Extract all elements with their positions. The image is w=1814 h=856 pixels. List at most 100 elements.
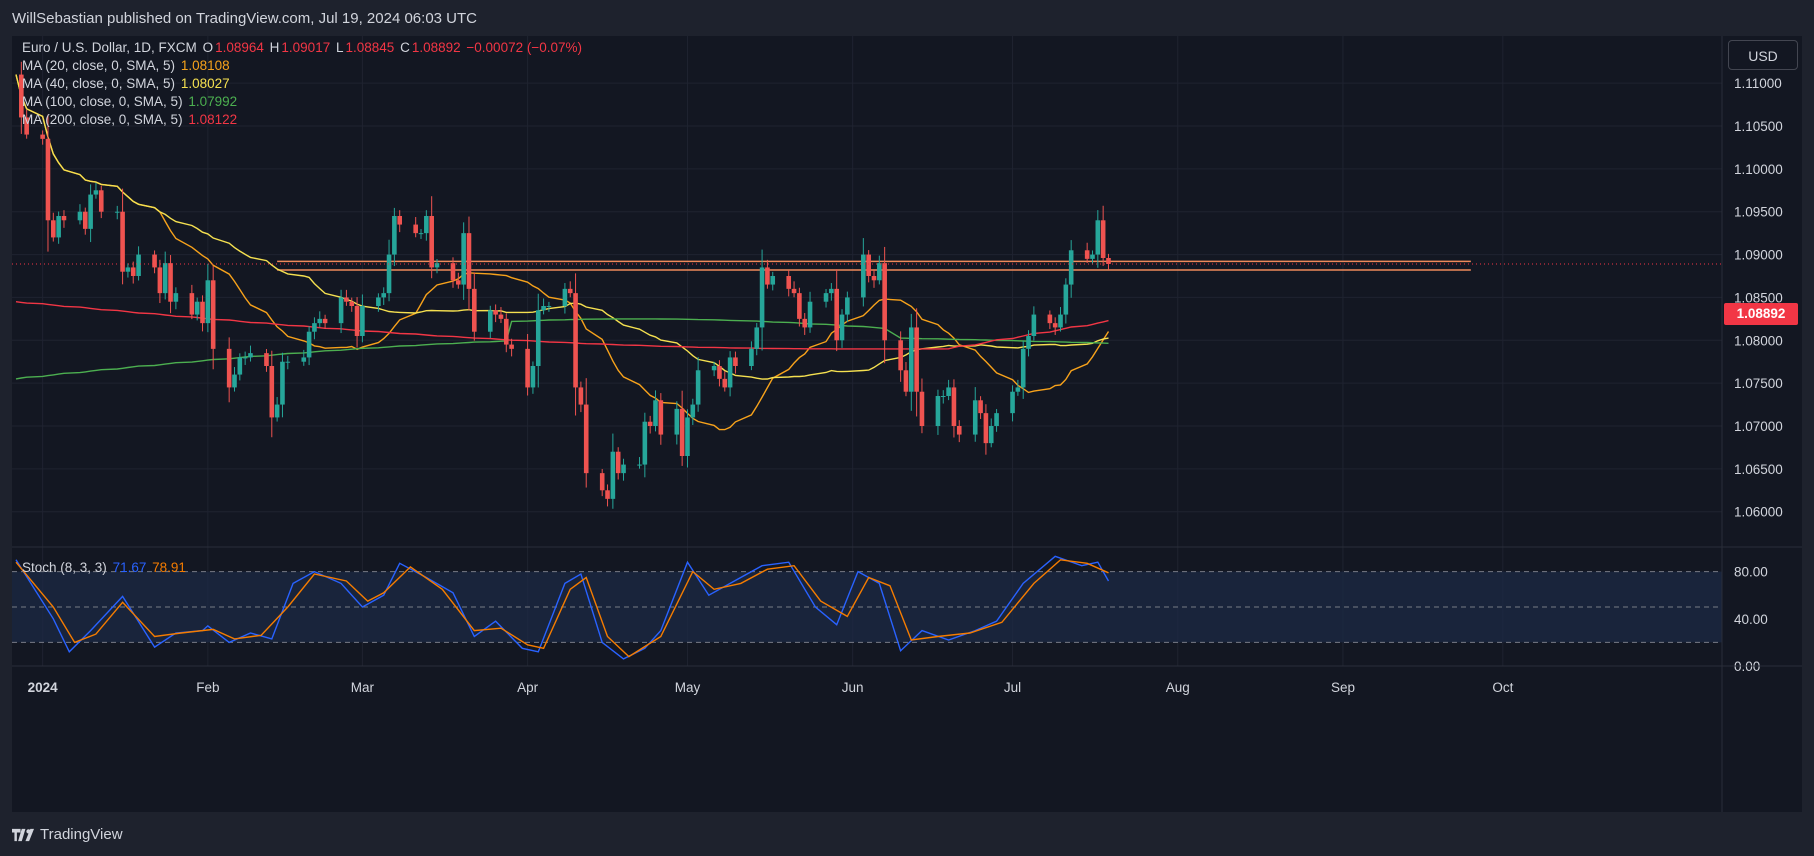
candle-2024-07-17 — [1095, 210, 1101, 268]
candle-body — [754, 327, 760, 349]
candle-2024-04-29 — [674, 401, 680, 445]
candle-body — [1058, 314, 1063, 328]
time-tick-label-1: Feb — [196, 680, 219, 695]
tradingview-brand[interactable]: TradingView — [12, 826, 123, 843]
price-tick-label-9: 1.06500 — [1734, 462, 1783, 477]
candle-body — [829, 288, 834, 294]
candle-body — [269, 366, 275, 418]
candle-2024-05-30 — [839, 309, 845, 348]
candle-2024-01-18 — [130, 261, 136, 284]
chart-frame[interactable]: 1.11000 1.10500 1.10000 1.09500 1.09000 1.085… — [12, 36, 1802, 812]
candle-body — [647, 421, 653, 426]
ma200-legend[interactable]: MA (200, close, 0, SMA, 5) 1.08122 — [22, 112, 239, 127]
candle-2024-02-19 — [301, 349, 307, 366]
tradingview-logo-icon — [12, 828, 34, 841]
candle-2024-04-26 — [658, 393, 664, 445]
candle-body — [24, 117, 29, 135]
candle-2024-03-25 — [487, 305, 493, 339]
candle-body — [226, 348, 232, 388]
candle-2024-01-25 — [168, 255, 173, 314]
candle-body — [461, 233, 466, 285]
candle-2024-06-10 — [898, 331, 903, 382]
candle-body — [152, 254, 157, 268]
price-tick-label-8: 1.07000 — [1734, 419, 1783, 434]
candle-body — [498, 314, 504, 319]
candle-2024-06-26 — [983, 404, 989, 455]
candle-2024-03-19 — [456, 272, 461, 289]
open-label: O — [202, 40, 214, 55]
candle-2024-02-20 — [306, 326, 312, 366]
candle-2024-03-11 — [413, 217, 418, 238]
close-value: 1.08892 — [411, 40, 461, 55]
candle-body — [908, 327, 914, 392]
chart-canvas[interactable]: 1.11000 1.10500 1.10000 1.09500 1.09000 1.085… — [12, 36, 1802, 812]
candle-body — [759, 267, 765, 328]
ma40-value: 1.08027 — [180, 76, 230, 91]
candle-2024-06-17 — [935, 389, 941, 435]
candle-body — [306, 331, 312, 358]
candle-body — [898, 340, 903, 371]
candle-2024-04-08 — [562, 283, 568, 314]
high-value: 1.09017 — [281, 40, 331, 55]
candle-body — [413, 224, 418, 234]
stoch-legend[interactable]: Stoch (8, 3, 3) 71.67 78.91 — [22, 560, 188, 575]
candle-body — [301, 357, 307, 362]
candles — [19, 61, 1111, 509]
ma40-legend[interactable]: MA (40, close, 0, SMA, 5) 1.08027 — [22, 76, 232, 91]
candle-body — [823, 293, 829, 302]
candle-body — [274, 404, 280, 418]
candle-2024-05-17 — [770, 271, 776, 291]
candle-body — [82, 211, 88, 229]
candle-2024-02-16 — [285, 355, 291, 370]
candle-body — [130, 267, 136, 276]
stoch-d-line — [15, 559, 1109, 658]
time-tick-label-6: Jul — [1004, 680, 1021, 695]
time-axis: 2024 Feb Mar Apr May Jun Jul Aug Sep Oct — [28, 680, 1514, 695]
candle-body — [509, 344, 514, 349]
stoch-k-value: 71.67 — [112, 560, 147, 575]
last-price-badge: 1.08892 — [1724, 303, 1798, 325]
candle-2024-05-27 — [823, 289, 829, 308]
candle-2024-02-08 — [242, 351, 248, 365]
candle-body — [418, 233, 424, 235]
candle-body — [978, 400, 983, 414]
candle-body — [242, 357, 248, 359]
candle-body — [19, 74, 24, 118]
price-tick-label-7: 1.07500 — [1734, 376, 1783, 391]
ma40-label: MA (40, close, 0, SMA, 5) — [22, 76, 176, 91]
candle-body — [546, 306, 552, 307]
open-value: 1.08964 — [215, 40, 264, 55]
candle-body — [946, 387, 951, 396]
candle-2024-06-13 — [914, 308, 919, 417]
candle-2023-12-28 — [19, 61, 24, 134]
candle-body — [642, 421, 648, 465]
candle-2024-07-15 — [1084, 242, 1090, 263]
ma20-legend[interactable]: MA (20, close, 0, SMA, 5) 1.08108 — [22, 58, 232, 73]
candle-2024-02-15 — [280, 352, 285, 418]
candle-body — [114, 211, 120, 213]
candle-body — [503, 318, 509, 345]
time-tick-label-3: Apr — [517, 680, 539, 695]
currency-button[interactable]: USD — [1728, 40, 1798, 70]
candle-body — [567, 288, 573, 294]
publisher-header: WillSebastian published on TradingView.c… — [12, 10, 477, 27]
candle-2024-06-27 — [988, 418, 994, 448]
candle-2024-03-21 — [466, 216, 472, 311]
candle-2024-01-30 — [194, 297, 200, 321]
resistance-levels — [277, 260, 1471, 271]
ma100-legend[interactable]: MA (100, close, 0, SMA, 5) 1.07992 — [22, 94, 239, 109]
ma100-line — [15, 318, 1109, 380]
candle-body — [77, 211, 83, 221]
candle-body — [88, 194, 93, 229]
candle-2024-02-07 — [237, 353, 243, 381]
candle-2024-01-22 — [152, 250, 157, 274]
price-tick-label-5: 1.08500 — [1734, 290, 1783, 305]
candle-2024-01-16 — [120, 188, 125, 285]
candle-body — [322, 318, 328, 324]
candle-body — [940, 396, 946, 397]
candle-body — [956, 426, 962, 435]
candle-2024-02-29 — [354, 297, 360, 348]
symbol-name: Euro / U.S. Dollar, 1D, FXCM — [22, 40, 197, 55]
candle-2024-07-11 — [1063, 278, 1069, 324]
